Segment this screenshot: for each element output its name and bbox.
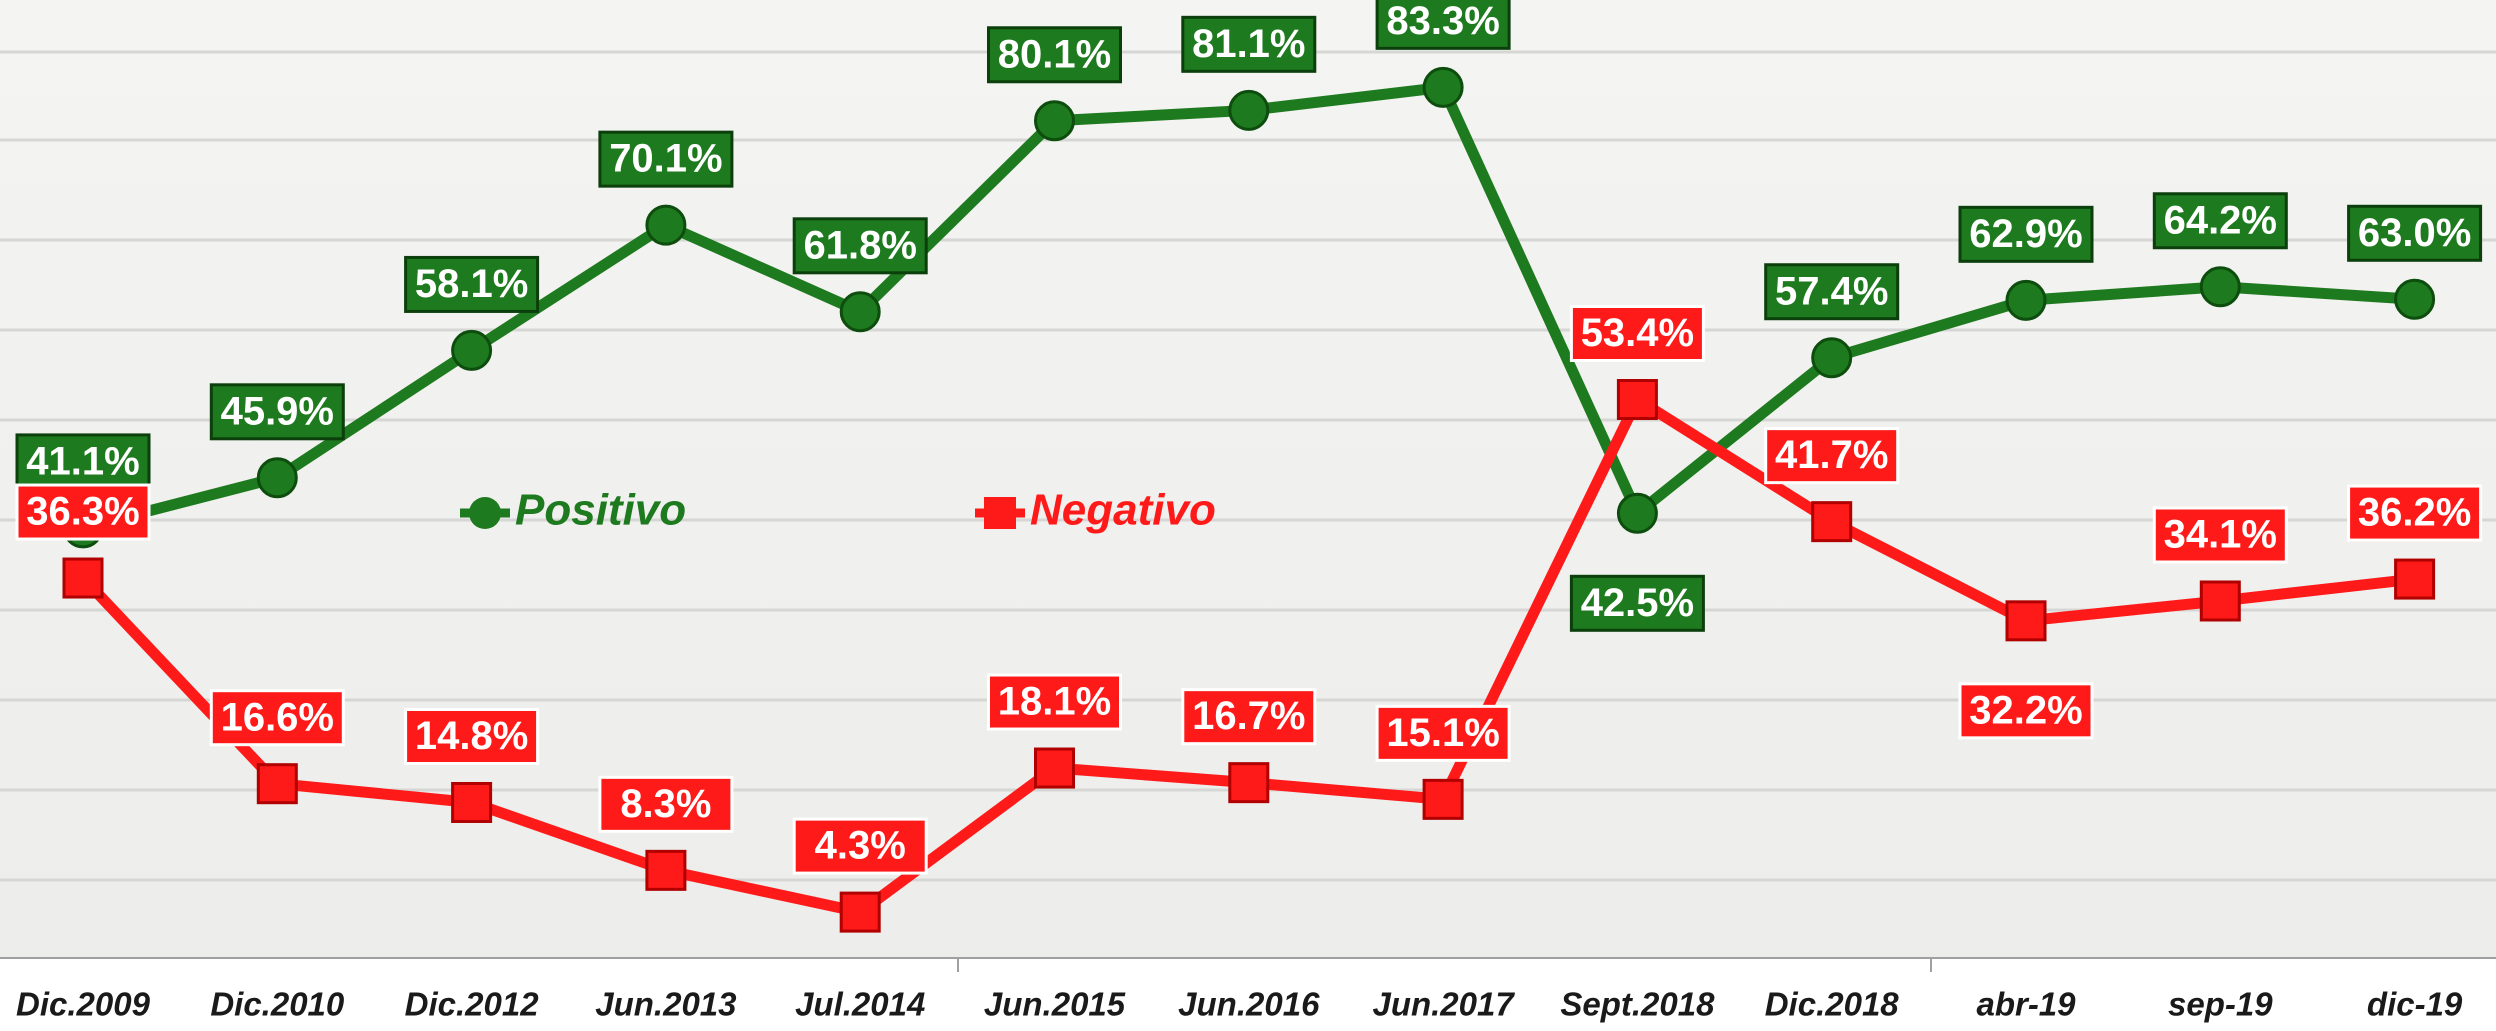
data-label: 14.8% (415, 714, 528, 758)
point (2199, 580, 2241, 622)
point (62, 557, 104, 599)
data-label: 53.4% (1581, 311, 1694, 355)
x-tick-label: Dic.2012 (405, 986, 540, 1023)
label-box (404, 707, 540, 765)
label-box (792, 817, 928, 875)
label-box (15, 433, 151, 491)
point (645, 849, 687, 891)
data-label: 32.2% (1969, 688, 2082, 732)
point (2005, 600, 2047, 642)
label-box (1375, 704, 1511, 762)
label-box (1181, 15, 1317, 73)
label-box (209, 689, 345, 747)
point (1811, 501, 1853, 543)
point (1616, 492, 1658, 534)
x-tick-label: sep-19 (2168, 986, 2273, 1023)
legend-label: Positivo (515, 486, 686, 535)
data-label: 57.4% (1775, 269, 1888, 313)
x-tick-label: Dic.2018 (1765, 986, 1900, 1023)
label-box (598, 775, 734, 833)
data-label: 41.1% (26, 439, 139, 483)
label-box (2152, 192, 2288, 250)
data-label: 81.1% (1192, 22, 1305, 66)
label-box (1958, 205, 2094, 263)
label-box (404, 255, 540, 313)
data-label: 36.2% (2358, 491, 2471, 535)
data-label: 70.1% (609, 137, 722, 181)
data-label: 83.3% (1386, 0, 1499, 43)
point (451, 781, 493, 823)
x-tick-label: Sept.2018 (1560, 986, 1715, 1023)
data-label: 34.1% (2164, 513, 2277, 557)
label-box (2347, 484, 2483, 542)
point (256, 763, 298, 805)
point (1228, 762, 1270, 804)
data-label: 4.3% (815, 824, 906, 868)
label-box (1958, 682, 2094, 740)
point (2199, 266, 2241, 308)
point (1034, 747, 1075, 789)
label-box (15, 483, 151, 541)
x-tick-label: Dic.2010 (210, 986, 345, 1023)
x-tick-label: Jul.2014 (795, 986, 925, 1023)
data-label: 62.9% (1969, 212, 2082, 256)
label-box (2347, 204, 2483, 262)
label-box (1181, 688, 1317, 746)
label-box (1569, 574, 1705, 632)
x-tick-label: Jun.2013 (595, 986, 736, 1023)
data-label: 36.3% (26, 490, 139, 534)
data-label: 45.9% (221, 389, 334, 433)
data-label: 63.0% (2358, 211, 2471, 255)
data-label: 15.1% (1386, 711, 1499, 755)
label-box (987, 26, 1122, 84)
data-label: 58.1% (415, 262, 528, 306)
data-label: 80.1% (998, 32, 1111, 76)
plot: 41.1% 45.9% 58.1% 70.1% 61.8% 80.1% 81.1% 83.3%… (15, 0, 2483, 1023)
x-tick-label: dic-19 (2367, 986, 2463, 1023)
point (1616, 379, 1658, 421)
point (1811, 337, 1853, 379)
point (1422, 66, 1464, 108)
label-box (1764, 427, 1900, 485)
label-box (209, 383, 345, 441)
point (451, 329, 493, 371)
point (839, 291, 881, 333)
x-tick-label: abr-19 (1976, 986, 2076, 1023)
label-box (1569, 305, 1705, 363)
point (2394, 558, 2436, 600)
legend-label: Negativo (1030, 486, 1216, 535)
point (2394, 278, 2436, 320)
data-label: 16.7% (1192, 694, 1305, 738)
axis-band (0, 958, 2496, 1031)
data-label: 42.5% (1581, 581, 1694, 625)
point (2005, 279, 2047, 321)
label-box (1375, 0, 1511, 50)
x-tick-label: Jun.2016 (1178, 986, 1320, 1023)
point (839, 891, 881, 933)
legend-marker (984, 497, 1016, 529)
x-tick-label: Jun.2017 (1372, 986, 1515, 1023)
label-box (1764, 263, 1900, 321)
label-box (2152, 506, 2288, 564)
label-box (987, 673, 1122, 731)
data-label: 16.6% (221, 695, 334, 739)
data-label: 41.7% (1775, 433, 1888, 477)
x-tick-label: Jun.2015 (984, 986, 1126, 1023)
point (1228, 89, 1270, 131)
point (1034, 100, 1075, 142)
legend-marker (469, 497, 501, 529)
point (1422, 778, 1464, 820)
point (256, 457, 298, 499)
data-label: 64.2% (2164, 198, 2277, 242)
data-label: 61.8% (803, 223, 916, 267)
data-label: 8.3% (620, 782, 711, 826)
label-box (598, 130, 734, 188)
point (645, 204, 687, 246)
x-tick-label: Dic.2009 (16, 986, 151, 1023)
data-label: 18.1% (998, 680, 1111, 724)
label-box (792, 217, 928, 275)
